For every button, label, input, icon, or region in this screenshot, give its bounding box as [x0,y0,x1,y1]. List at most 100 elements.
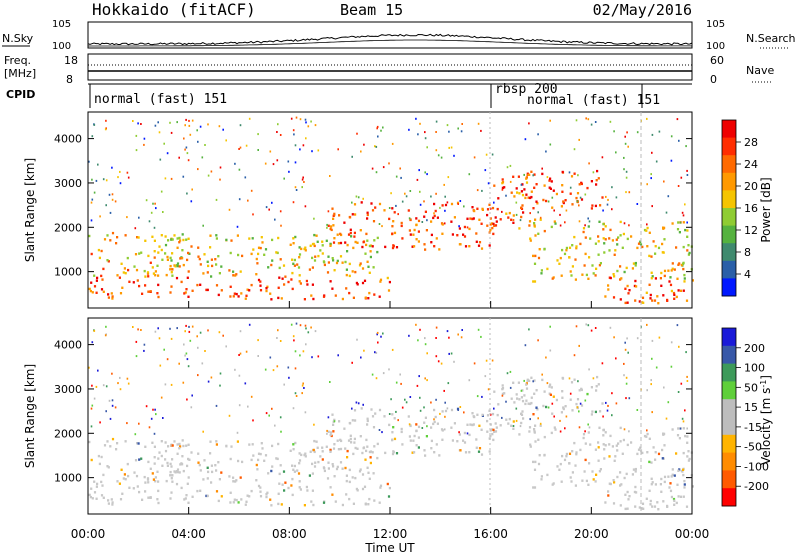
power-cell [621,246,624,249]
velocity-cell [578,426,581,429]
power-cell [604,295,607,298]
velocity-cell [301,384,304,387]
freq-unit-label: [MHz] [4,67,36,80]
velocity-cell [453,422,456,425]
velocity-cell [646,323,648,326]
velocity-cell [354,476,357,480]
power-cell [485,153,488,156]
velocity-cell [261,447,264,450]
power-cell [338,214,341,217]
power-cell [374,206,377,209]
power-cell [289,243,292,246]
velocity-cell [528,379,531,382]
velocity-cell [220,495,223,498]
velocity-cell [624,493,627,496]
power-cell [145,199,148,202]
colorbar-swatch [722,243,736,262]
velocity-cell [311,472,314,475]
velocity-cell [626,490,629,494]
power-cell [638,300,641,303]
velocity-cell [199,469,202,472]
velocity-cell [164,449,168,453]
power-cell [587,217,589,220]
power-cell [154,202,156,205]
velocity-cell [568,377,571,380]
power-cell [176,246,179,249]
power-cell [535,183,538,186]
velocity-cell [571,450,574,453]
velocity-cell [229,457,232,461]
velocity-cell [619,426,622,430]
velocity-cell [387,495,391,498]
cpid-mode-2: rbsp 200 [495,82,558,97]
power-cell [95,179,98,182]
freq-tick-top: 18 [64,54,78,67]
power-cell [560,205,563,208]
power-cell [453,154,455,157]
velocity-cell [524,402,527,406]
velocity-cell [185,324,187,327]
power-cell [549,143,552,146]
power-cell [280,297,283,300]
power-cell [150,211,153,214]
power-cell [534,254,537,258]
power-cell [252,213,254,216]
velocity-cell [190,451,193,454]
velocity-cell [256,468,259,471]
power-cell [419,190,421,193]
velocity-cell [529,445,532,448]
velocity-cell [363,485,367,488]
power-cell [677,185,680,187]
velocity-cell [607,490,610,493]
x-tick-label: 00:00 [675,527,710,541]
power-cell [179,239,182,242]
velocity-cell [353,441,356,444]
velocity-cell [119,388,122,391]
velocity-cell [670,475,673,478]
velocity-cell [283,489,286,492]
power-cell [217,293,220,297]
power-cell [257,278,261,282]
power-cell [594,274,597,277]
power-cell [641,245,644,249]
velocity-cell [623,362,625,365]
velocity-cell [346,449,349,453]
power-cell [363,279,367,282]
power-cell [643,228,647,232]
power-cell [652,240,655,243]
power-cell [528,173,531,176]
velocity-cell [183,343,185,346]
power-cell [584,193,587,196]
power-cell [93,285,97,288]
velocity-cell [678,468,681,471]
velocity-cell [648,437,651,440]
velocity-cell [100,455,103,459]
power-cell [617,236,620,239]
velocity-cell [257,452,261,455]
power-cell [100,249,103,253]
power-cell [351,201,353,204]
velocity-cell [682,468,685,471]
velocity-cell [473,362,476,365]
velocity-cell [424,377,426,380]
velocity-cell [444,415,446,418]
power-cell [683,277,686,280]
velocity-cell [670,365,673,368]
velocity-cell [181,455,184,458]
power-cell [91,198,94,201]
power-cell [528,224,531,227]
power-cell [654,252,657,255]
power-cell [364,252,367,255]
power-cell [332,217,335,220]
colorbar-tick-label: -15 [744,421,762,434]
power-cell [627,292,630,295]
velocity-cell [519,425,522,428]
velocity-cell [215,404,218,407]
velocity-cell [481,413,484,417]
power-cell [466,217,469,220]
power-cell [421,221,424,223]
power-cell [160,248,163,252]
power-cell [143,269,146,273]
power-cell [214,258,217,261]
power-cell [271,238,274,242]
